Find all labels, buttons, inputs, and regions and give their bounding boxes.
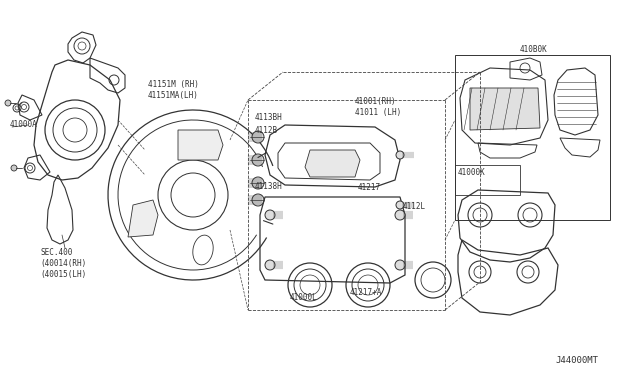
Circle shape	[395, 260, 405, 270]
Text: 4112B: 4112B	[255, 126, 278, 135]
Polygon shape	[128, 200, 158, 237]
Text: 4112L: 4112L	[403, 202, 426, 211]
Circle shape	[252, 154, 264, 166]
Text: 4113BH: 4113BH	[255, 113, 283, 122]
Circle shape	[396, 151, 404, 159]
Text: 41217: 41217	[358, 183, 381, 192]
Circle shape	[5, 100, 11, 106]
Circle shape	[252, 131, 264, 143]
Text: 41151M (RH)
41151MA(LH): 41151M (RH) 41151MA(LH)	[148, 80, 199, 100]
Text: SEC.400
(40014(RH)
(40015(LH): SEC.400 (40014(RH) (40015(LH)	[40, 248, 86, 279]
Text: J44000MT: J44000MT	[555, 356, 598, 365]
Text: 41000A: 41000A	[10, 120, 38, 129]
Polygon shape	[470, 88, 540, 130]
Text: 410B0K: 410B0K	[520, 45, 548, 54]
Circle shape	[265, 210, 275, 220]
Circle shape	[395, 210, 405, 220]
Text: 41001(RH)
41011 (LH): 41001(RH) 41011 (LH)	[355, 97, 401, 117]
Text: 41217+A: 41217+A	[350, 288, 382, 297]
Polygon shape	[178, 130, 223, 160]
Bar	[455, 165, 520, 195]
Circle shape	[396, 201, 404, 209]
Circle shape	[252, 194, 264, 206]
Bar	[455, 55, 610, 220]
Circle shape	[11, 165, 17, 171]
Polygon shape	[305, 150, 360, 177]
Circle shape	[252, 177, 264, 189]
Text: 41000K: 41000K	[458, 168, 486, 177]
Circle shape	[265, 260, 275, 270]
Text: 41138H: 41138H	[255, 182, 283, 191]
Text: 41000L: 41000L	[290, 293, 317, 302]
